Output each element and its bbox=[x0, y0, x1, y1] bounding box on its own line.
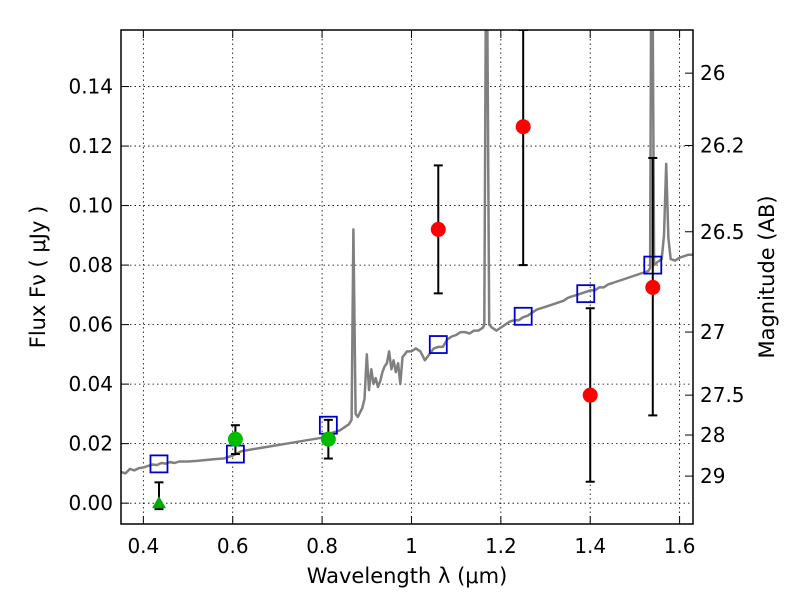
y-tick-label: 0.12 bbox=[68, 134, 113, 158]
plot-area bbox=[121, 30, 693, 511]
photometry-point bbox=[645, 279, 661, 295]
photometry-point bbox=[227, 431, 243, 447]
grid bbox=[121, 30, 693, 524]
upper-limit-triangle bbox=[151, 496, 166, 509]
axis-ticks bbox=[121, 30, 693, 524]
x-tick-label: 1 bbox=[405, 534, 418, 558]
x-tick-label: 0.8 bbox=[306, 534, 338, 558]
x-tick-label: 0.6 bbox=[217, 534, 249, 558]
x-axis-label: Wavelength λ (μm) bbox=[307, 564, 508, 588]
tick-labels: 0.4 0.6 0.8 1 1.2 1.4 1.6 0.00 0.02 0.04 0.06 0.08 0… bbox=[68, 61, 744, 558]
y-tick-label: 0.04 bbox=[68, 372, 113, 396]
model-band-square bbox=[428, 335, 448, 354]
right-tick-label: 26 bbox=[700, 61, 725, 85]
x-tick-label: 1.2 bbox=[485, 534, 517, 558]
model-band-square bbox=[513, 306, 533, 326]
model-band-square bbox=[149, 454, 169, 474]
right-tick-label: 29 bbox=[700, 464, 725, 488]
right-tick-label: 26.5 bbox=[700, 220, 745, 244]
photometry-point bbox=[515, 119, 531, 135]
photometry-point bbox=[582, 387, 598, 403]
y-tick-label: 0.00 bbox=[68, 491, 113, 515]
plot-frame bbox=[120, 29, 694, 525]
x-tick-label: 0.4 bbox=[127, 534, 159, 558]
x-tick-label: 1.4 bbox=[574, 534, 606, 558]
y-tick-label: 0.06 bbox=[68, 313, 113, 337]
right-tick-label: 27.5 bbox=[700, 383, 745, 407]
right-tick-label: 28 bbox=[700, 423, 725, 447]
x-tick-label: 1.6 bbox=[664, 534, 696, 558]
sed-model-line bbox=[121, 30, 693, 475]
y-axis-label: Flux Fν ( μJy ) bbox=[26, 206, 50, 349]
y-tick-label: 0.14 bbox=[68, 75, 113, 99]
model-band-square bbox=[576, 284, 596, 304]
photometry-point bbox=[320, 431, 336, 447]
right-axis-label: Magnitude (AB) bbox=[755, 195, 779, 358]
right-tick-label: 27 bbox=[700, 320, 725, 344]
right-tick-label: 26.2 bbox=[700, 133, 745, 157]
photometry-point bbox=[430, 221, 446, 237]
y-tick-label: 0.02 bbox=[68, 432, 113, 456]
y-tick-label: 0.10 bbox=[68, 194, 113, 218]
y-tick-label: 0.08 bbox=[68, 253, 113, 277]
